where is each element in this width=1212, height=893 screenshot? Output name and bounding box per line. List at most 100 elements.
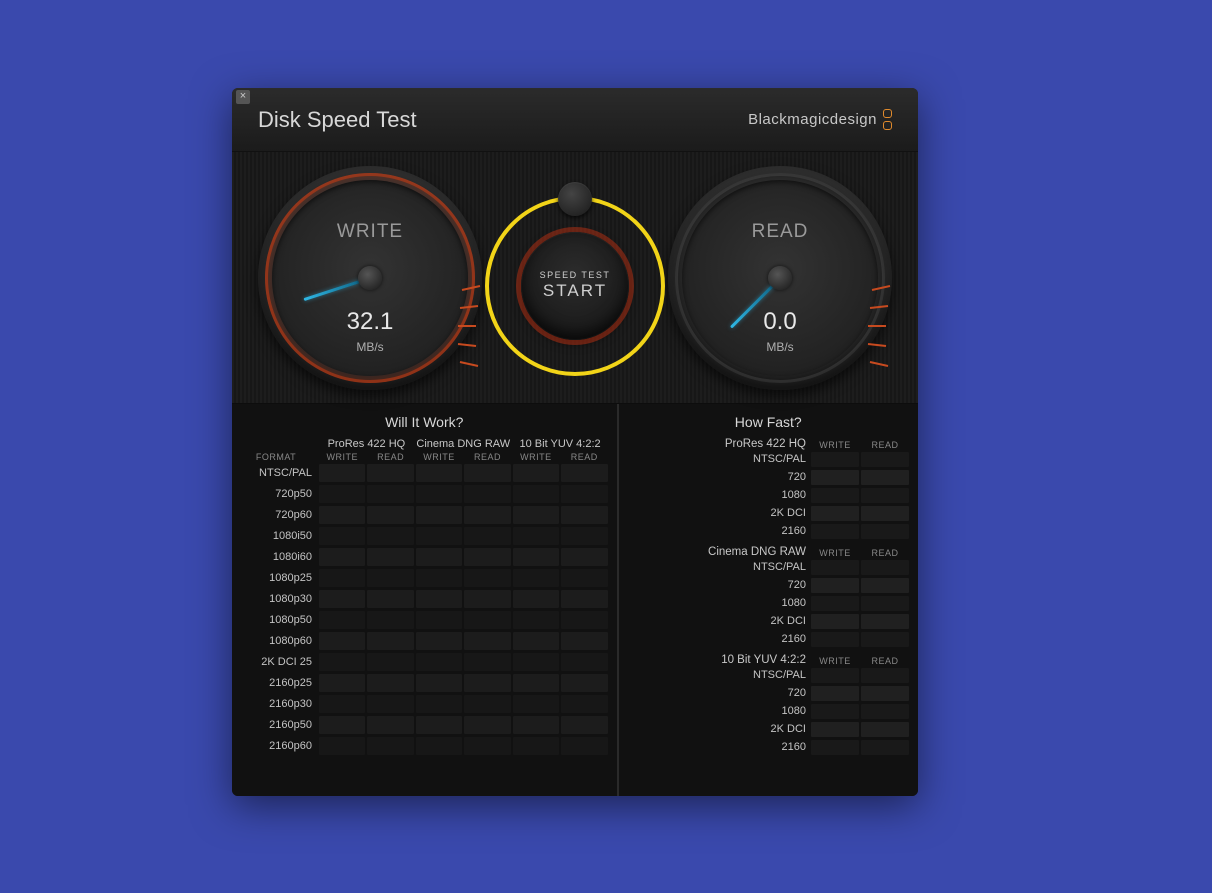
format-label: 2K DCI	[627, 723, 810, 735]
gauge-area: WRITE 32.1 MB/s READ 0.0	[232, 152, 918, 404]
format-row: 2160p30	[240, 693, 609, 714]
read-result-cell	[861, 740, 909, 755]
write-result-cell	[811, 524, 859, 539]
result-cell	[319, 590, 365, 608]
read-result-cell	[861, 524, 909, 539]
format-row: 1080	[627, 594, 910, 612]
result-cell	[416, 674, 462, 692]
format-label: NTSC/PAL	[627, 453, 810, 465]
write-result-cell	[811, 452, 859, 467]
format-label: 2K DCI	[627, 615, 810, 627]
will-it-work-title: Will It Work?	[240, 410, 609, 438]
result-cell	[513, 695, 559, 713]
result-cell	[561, 653, 607, 671]
header: Disk Speed Test Blackmagicdesign	[232, 88, 918, 152]
result-cell	[513, 485, 559, 503]
write-result-cell	[811, 632, 859, 647]
read-column-header: READ	[860, 656, 910, 666]
result-cell	[464, 527, 510, 545]
result-cell	[561, 464, 607, 482]
result-cell	[513, 716, 559, 734]
result-cell	[513, 653, 559, 671]
format-row: 2K DCI	[627, 720, 910, 738]
result-cell	[561, 590, 607, 608]
result-cell	[561, 485, 607, 503]
read-result-cell	[861, 722, 909, 737]
result-cell	[416, 632, 462, 650]
read-result-cell	[861, 506, 909, 521]
result-cell	[416, 527, 462, 545]
format-label: 1080p60	[240, 635, 318, 647]
result-cell	[561, 527, 607, 545]
format-label: 720	[627, 579, 810, 591]
write-subheader: WRITE	[318, 452, 366, 462]
start-button[interactable]: SPEED TEST START	[521, 232, 629, 340]
result-cell	[561, 569, 607, 587]
result-cell	[416, 653, 462, 671]
settings-icon[interactable]	[558, 182, 592, 216]
read-result-cell	[861, 704, 909, 719]
format-row: 1080p25	[240, 567, 609, 588]
format-label: NTSC/PAL	[627, 561, 810, 573]
result-cell	[561, 695, 607, 713]
format-row: 720	[627, 684, 910, 702]
result-cell	[416, 485, 462, 503]
result-cell	[416, 569, 462, 587]
format-row: 2160	[627, 630, 910, 648]
result-cell	[561, 548, 607, 566]
app-window: × Disk Speed Test Blackmagicdesign WRITE…	[232, 88, 918, 796]
write-gauge-unit: MB/s	[258, 340, 482, 354]
close-button[interactable]: ×	[236, 90, 250, 104]
format-label: 2160p50	[240, 719, 318, 731]
format-label: 1080	[627, 705, 810, 717]
result-cell	[464, 506, 510, 524]
codec-group: Cinema DNG RAWWRITEREADNTSC/PAL72010802K…	[627, 546, 910, 648]
result-cell	[319, 569, 365, 587]
write-result-cell	[811, 506, 859, 521]
write-gauge-value: 32.1	[258, 308, 482, 336]
codec-label: ProRes 422 HQ	[627, 438, 810, 450]
format-row: NTSC/PAL	[627, 558, 910, 576]
format-label: 720p60	[240, 509, 318, 521]
read-result-cell	[861, 668, 909, 683]
result-cell	[367, 674, 413, 692]
write-result-cell	[811, 704, 859, 719]
format-row: NTSC/PAL	[627, 450, 910, 468]
write-subheader: WRITE	[512, 452, 560, 462]
read-column-header: READ	[860, 548, 910, 558]
result-cell	[367, 506, 413, 524]
app-title: Disk Speed Test	[258, 107, 417, 133]
format-row: 2160p25	[240, 672, 609, 693]
format-label: 720	[627, 687, 810, 699]
result-cell	[416, 737, 462, 755]
write-subheader: WRITE	[415, 452, 463, 462]
result-cell	[561, 632, 607, 650]
result-cell	[319, 695, 365, 713]
result-cell	[464, 464, 510, 482]
write-result-cell	[811, 668, 859, 683]
results-area: Will It Work? ProRes 422 HQ Cinema DNG R…	[232, 404, 918, 796]
read-result-cell	[861, 596, 909, 611]
result-cell	[367, 527, 413, 545]
write-column-header: WRITE	[810, 548, 860, 558]
result-cell	[319, 506, 365, 524]
read-gauge-ticks	[864, 280, 914, 370]
result-cell	[367, 611, 413, 629]
format-row: 720p50	[240, 483, 609, 504]
result-cell	[561, 506, 607, 524]
result-cell	[513, 527, 559, 545]
start-highlight-ring: SPEED TEST START	[485, 196, 665, 376]
format-row: 2160p50	[240, 714, 609, 735]
result-cell	[561, 674, 607, 692]
will-it-work-panel: Will It Work? ProRes 422 HQ Cinema DNG R…	[232, 404, 619, 796]
read-gauge-value: 0.0	[668, 308, 892, 336]
format-label: 720	[627, 471, 810, 483]
result-cell	[513, 590, 559, 608]
write-result-cell	[811, 722, 859, 737]
result-cell	[416, 548, 462, 566]
format-label: 2160	[627, 633, 810, 645]
format-row: 1080p60	[240, 630, 609, 651]
how-fast-title: How Fast?	[627, 410, 910, 438]
result-cell	[513, 611, 559, 629]
read-result-cell	[861, 632, 909, 647]
